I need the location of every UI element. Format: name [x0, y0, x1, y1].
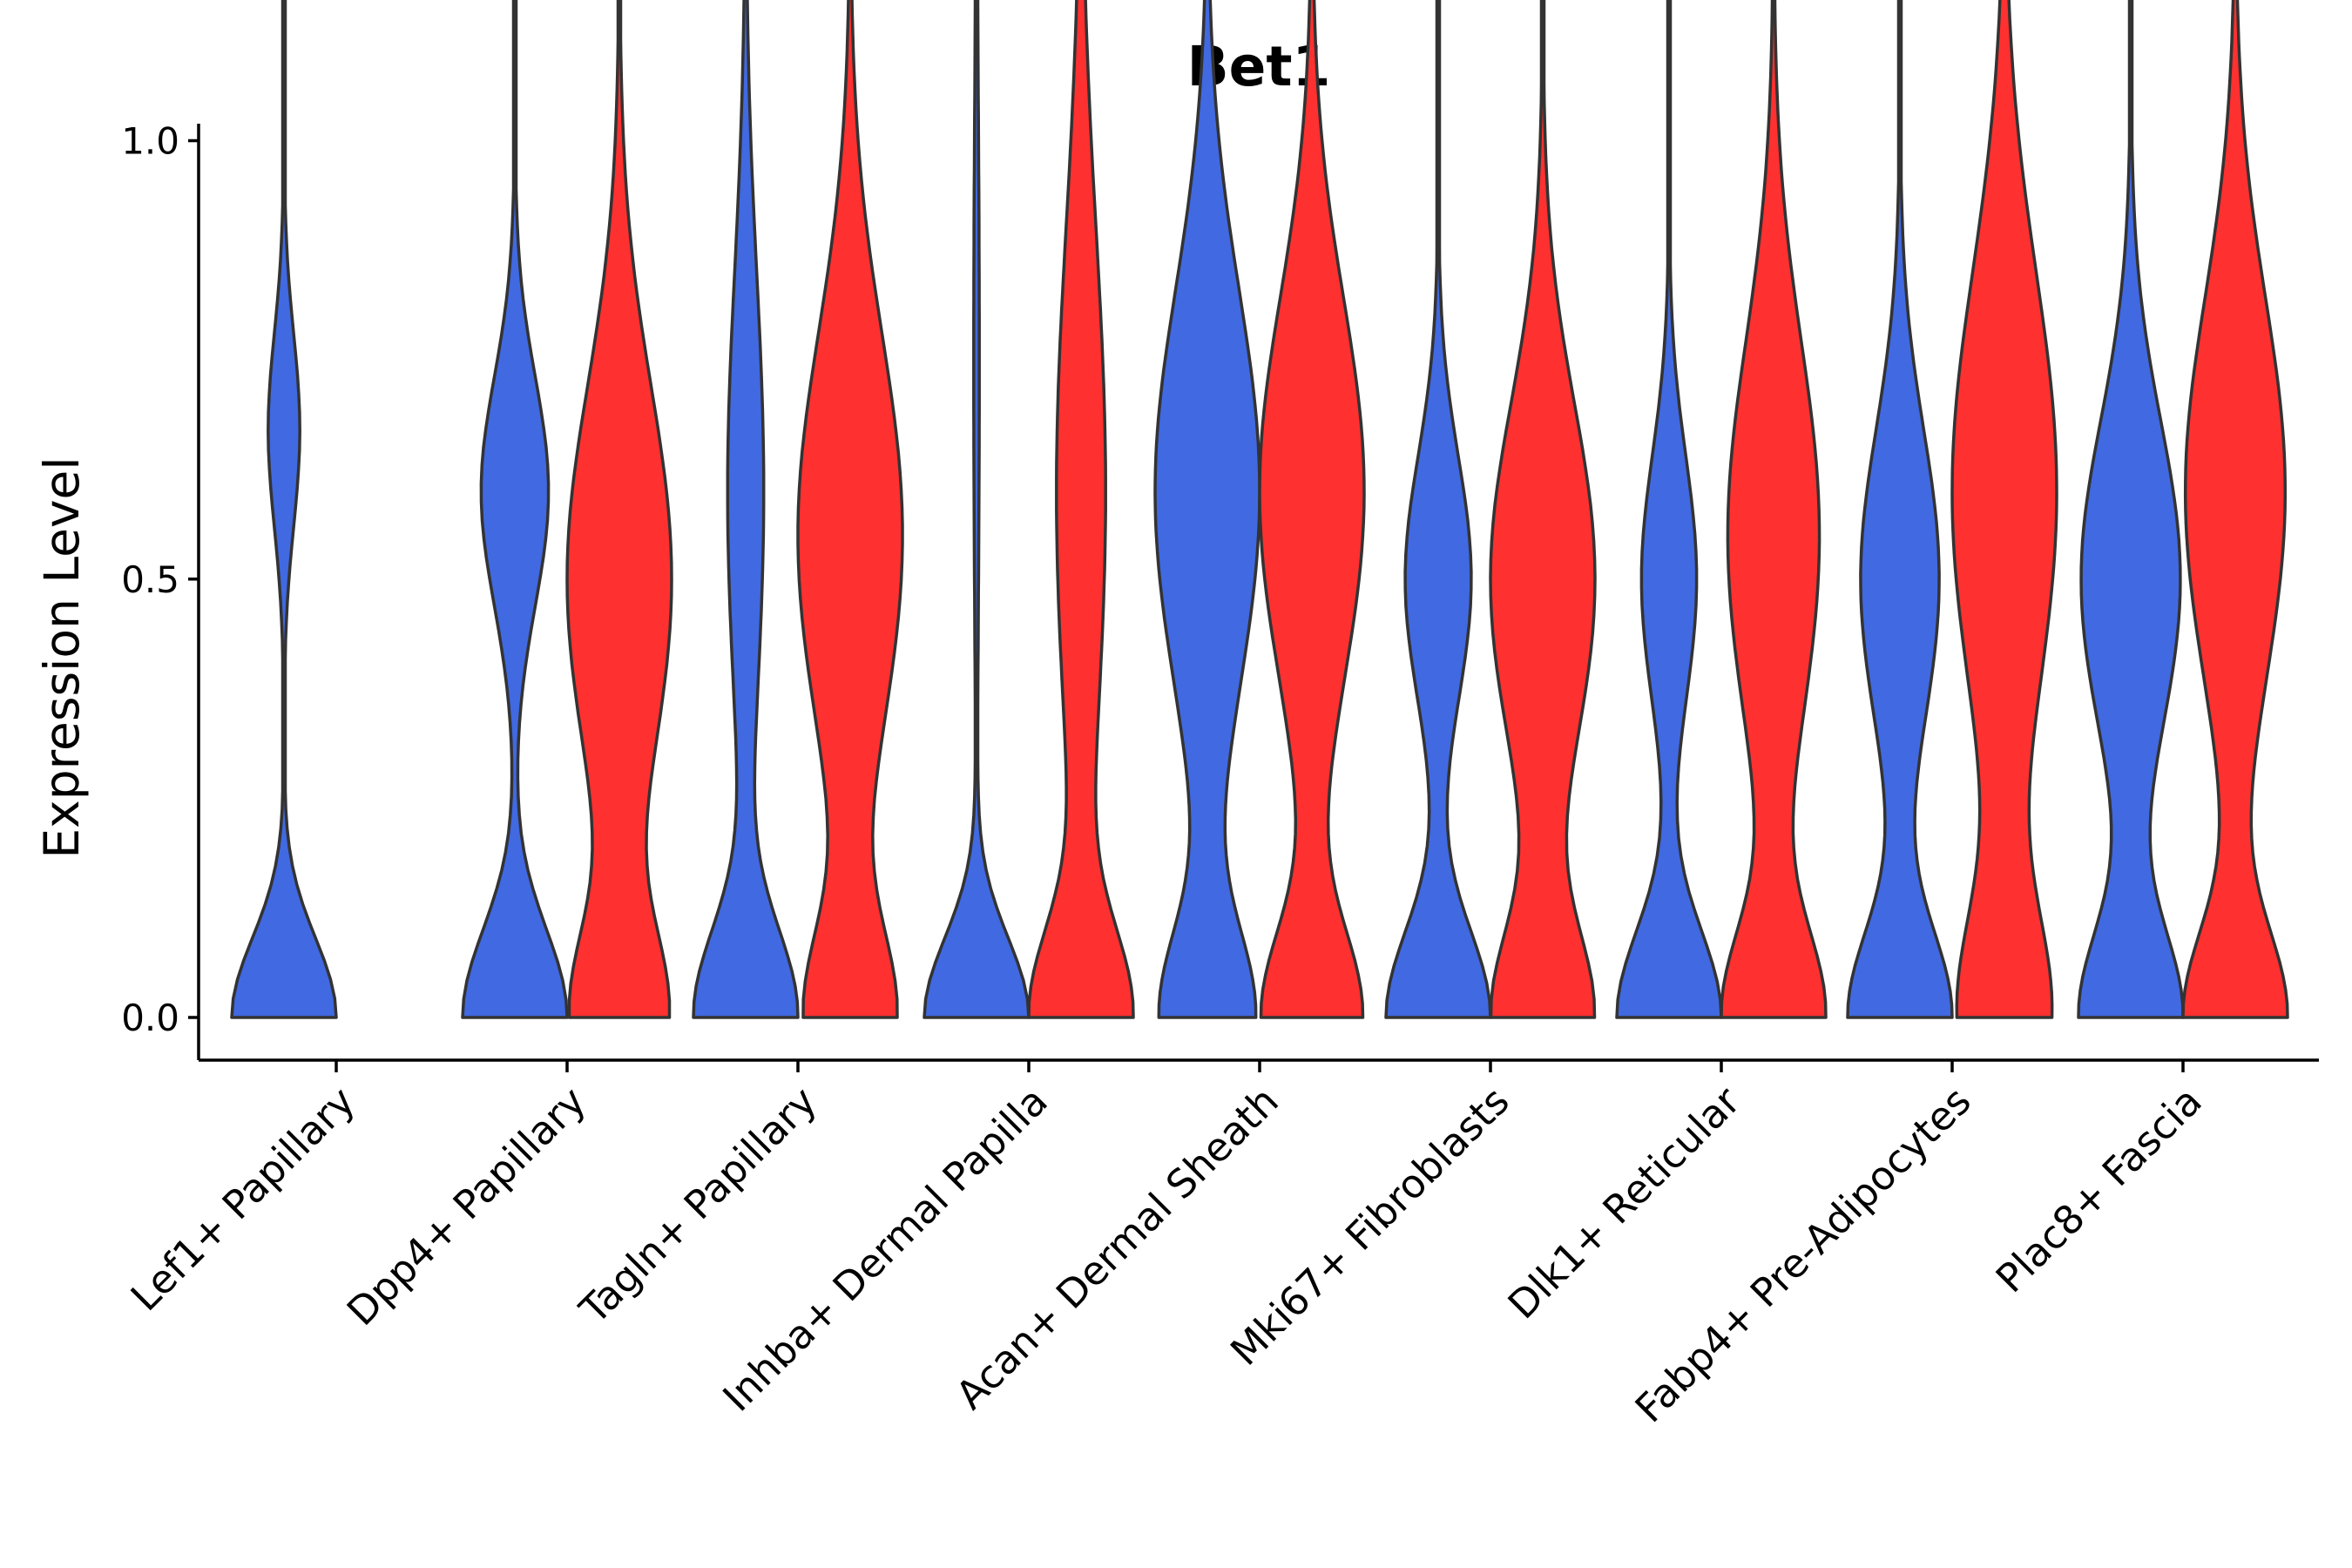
violin-dlk1-reticular-group-1 — [1615, 0, 1723, 1019]
y-axis-label: Expression Level — [34, 456, 90, 858]
violin-tagln-papillary-group-2 — [796, 0, 904, 1019]
x-tick-label: Plac8+ Fascia — [1987, 1078, 2211, 1301]
violin-dpp4-papillary-group-1 — [461, 0, 569, 1019]
x-tick-label: Dlk1+ Reticular — [1499, 1078, 1749, 1328]
violin-fabp4-pre-adipocytes-group-1 — [1846, 0, 1954, 1019]
y-tick-label: 0.0 — [121, 997, 179, 1039]
violin-tagln-papillary-group-1 — [692, 0, 800, 1019]
violin-mki67-fibroblasts-group-1 — [1384, 0, 1492, 1019]
violin-acan-dermal-sheath-group-2 — [1258, 0, 1366, 1019]
x-tick-label: Lef1+ Papillary — [122, 1078, 364, 1320]
x-tick-label: Tagln+ Papillary — [571, 1078, 826, 1333]
violin-fabp4-pre-adipocytes-group-2 — [1950, 0, 2058, 1019]
y-tick-label: 1.0 — [121, 120, 179, 163]
y-axis: 0.00.51.01.52.0 — [121, 120, 200, 1060]
violin-inhba-dermal-papilla-group-2 — [1027, 0, 1135, 1019]
violin-acan-dermal-sheath-group-1 — [1153, 0, 1261, 1019]
violin-layer — [230, 0, 2289, 1019]
violin-plac8-fascia-group-1 — [2077, 0, 2185, 1019]
violin-dlk1-reticular-group-2 — [1720, 0, 1828, 1019]
violin-lef1-papillary-group-1 — [230, 0, 338, 1019]
violin-inhba-dermal-papilla-group-1 — [923, 0, 1031, 1019]
violin-mki67-fibroblasts-group-2 — [1489, 0, 1597, 1019]
violin-plac8-fascia-group-2 — [2181, 0, 2289, 1019]
y-tick-label: 0.5 — [121, 558, 179, 601]
violin-dpp4-papillary-group-2 — [565, 0, 673, 1019]
x-tick-label: Dpp4+ Papillary — [338, 1078, 595, 1335]
